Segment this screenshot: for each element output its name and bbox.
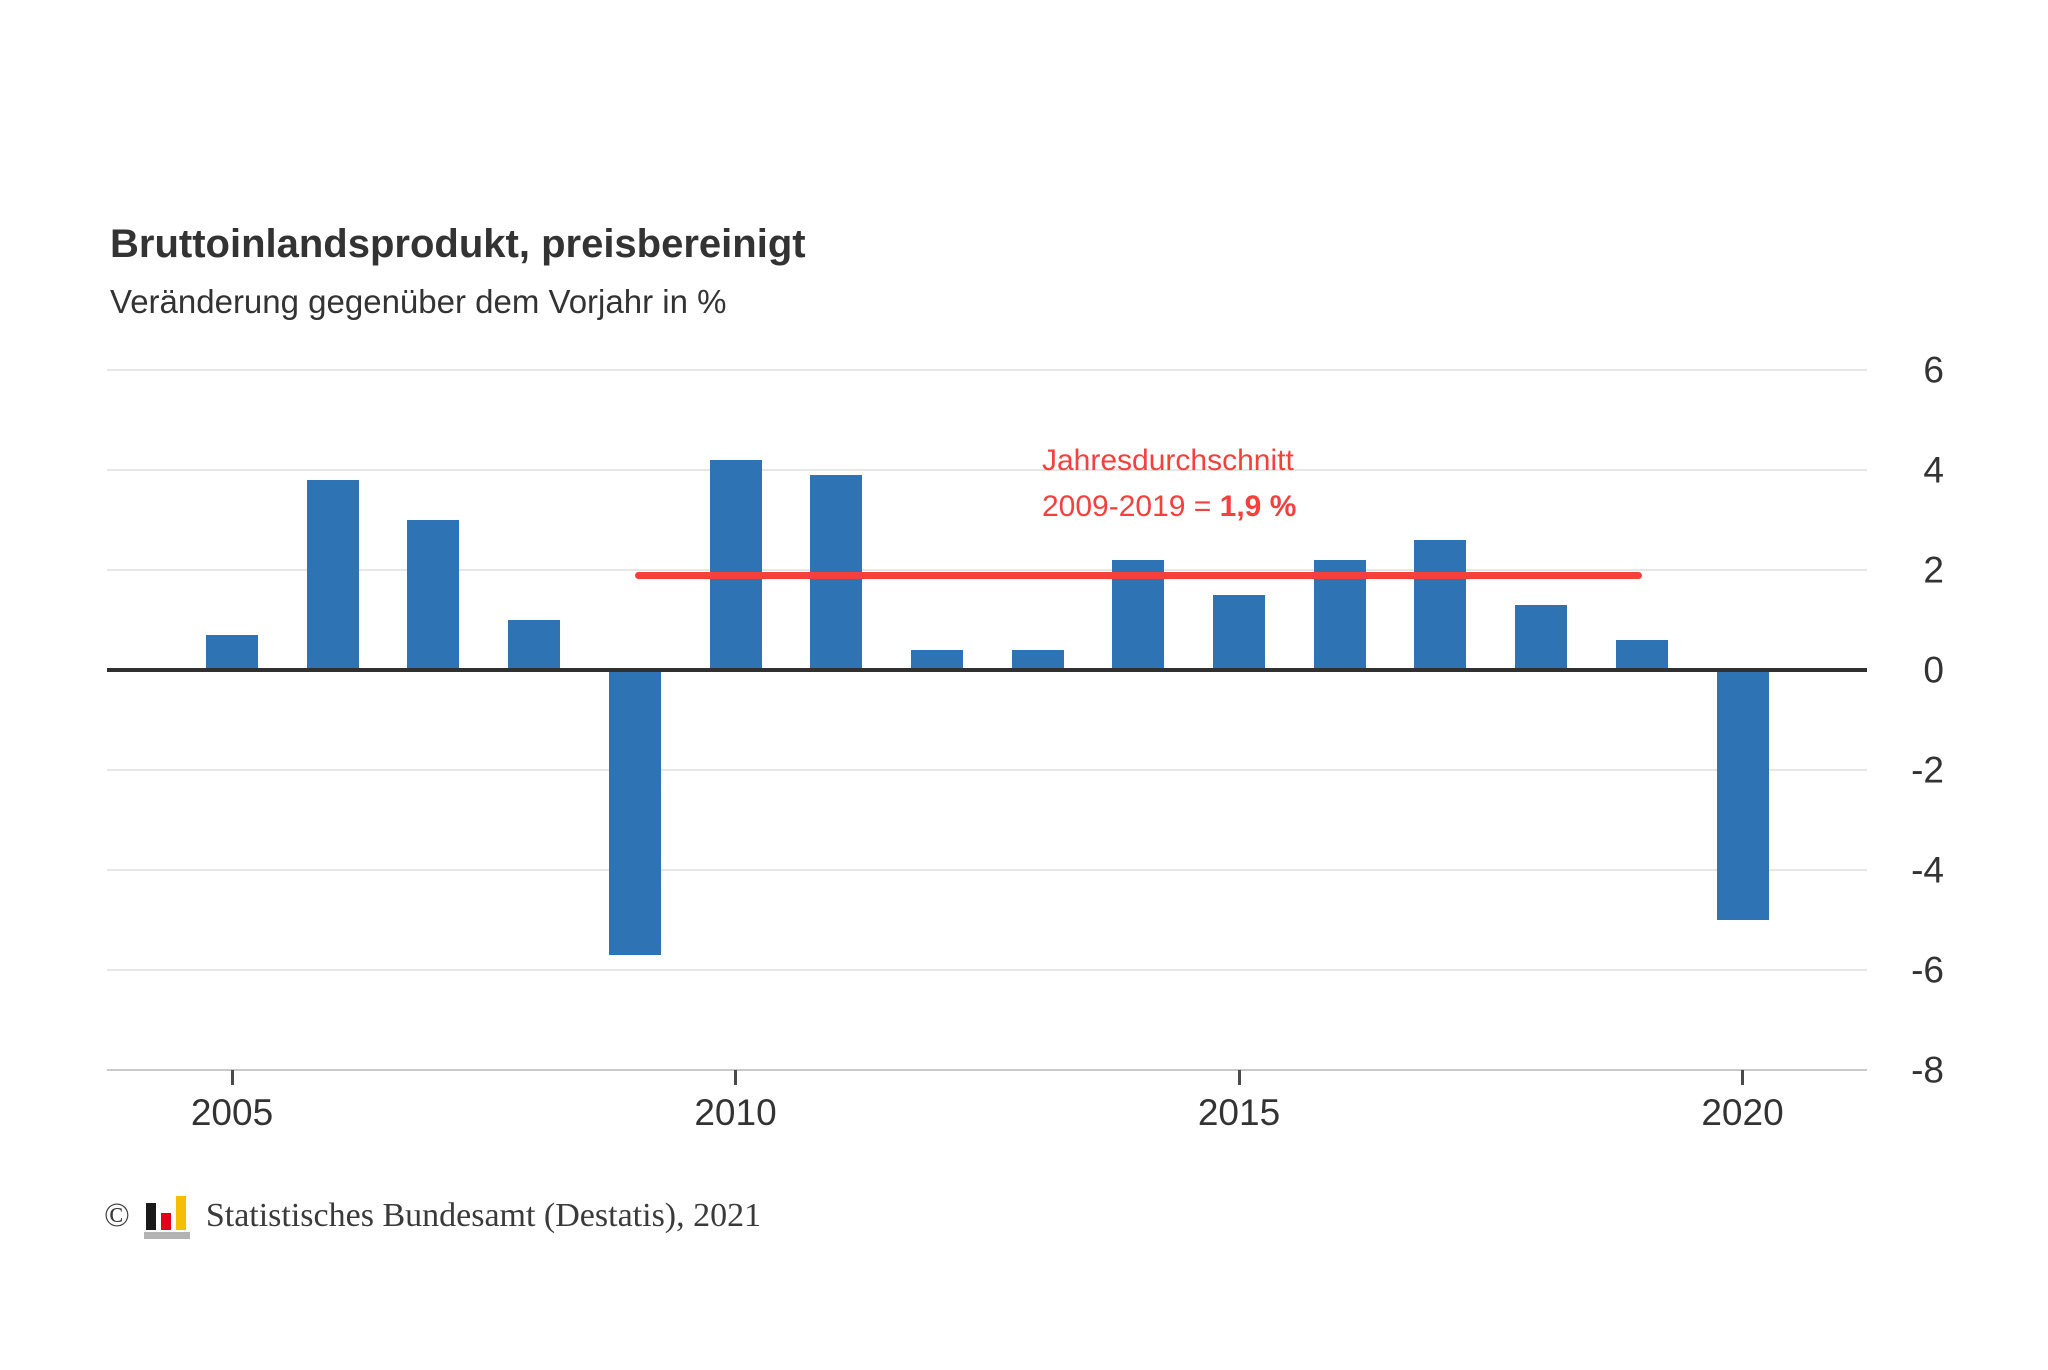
bar-2018 — [1515, 605, 1568, 670]
bar-2015 — [1213, 595, 1265, 670]
annotation-line2: 2009-2019 = 1,9 % — [1042, 490, 1297, 523]
y-axis-label-0: 0 — [1923, 649, 1944, 691]
bar-2010 — [709, 460, 762, 670]
average-annotation: Jahresdurchschnitt 2009-2019 = 1,9 % — [1042, 438, 1296, 530]
x-axis-line — [107, 1069, 1867, 1071]
x-axis-tick-2015 — [1237, 1070, 1241, 1085]
y-axis-label--4: -4 — [1911, 849, 1944, 891]
y-axis-label-6: 6 — [1923, 349, 1944, 391]
bar-2020 — [1716, 670, 1769, 920]
zero-line — [107, 668, 1867, 672]
annotation-line1: Jahresdurchschnitt — [1042, 444, 1294, 477]
bar-2019 — [1615, 640, 1668, 670]
bar-2007 — [407, 520, 460, 670]
y-axis-label-2: 2 — [1923, 549, 1944, 591]
x-axis-label-2020: 2020 — [1701, 1092, 1784, 1133]
y-axis-label--8: -8 — [1911, 1049, 1944, 1091]
footer-text: Statistisches Bundesamt (Destatis), 2021 — [205, 1197, 762, 1234]
y-axis-label--6: -6 — [1911, 949, 1944, 991]
destatis-logo-icon — [143, 1194, 192, 1239]
chart-subtitle: Veränderung gegenüber dem Vorjahr in % — [110, 283, 727, 320]
gridline-4 — [107, 469, 1867, 471]
bar-2009 — [608, 670, 661, 955]
bar-2008 — [508, 620, 561, 670]
gridline--6 — [107, 969, 1867, 971]
x-axis-tick-2010 — [734, 1070, 737, 1085]
x-axis-tick-2005 — [230, 1070, 234, 1085]
x-axis-label-2010: 2010 — [694, 1092, 777, 1133]
gridline-6 — [107, 369, 1867, 371]
gridline-2 — [107, 569, 1867, 571]
bar-2005 — [206, 635, 258, 670]
gridline--2 — [107, 769, 1867, 771]
bar-2012 — [910, 650, 963, 670]
gridline--4 — [107, 869, 1867, 871]
y-axis-label--2: -2 — [1911, 749, 1944, 791]
x-axis-tick-2020 — [1741, 1070, 1744, 1085]
bar-2017 — [1414, 540, 1467, 670]
average-reference-line — [634, 572, 1642, 579]
footer: © Statistisches Bundesamt (Destatis), 20… — [104, 1192, 761, 1240]
bar-2006 — [306, 480, 359, 670]
chart-title: Bruttoinlandsprodukt, preisbereinigt — [110, 222, 806, 266]
y-axis-label-4: 4 — [1923, 449, 1944, 491]
x-axis-label-2005: 2005 — [190, 1092, 274, 1133]
copyright-symbol: © — [104, 1197, 130, 1234]
x-axis-label-2015: 2015 — [1197, 1092, 1281, 1133]
bar-2013 — [1011, 650, 1064, 670]
